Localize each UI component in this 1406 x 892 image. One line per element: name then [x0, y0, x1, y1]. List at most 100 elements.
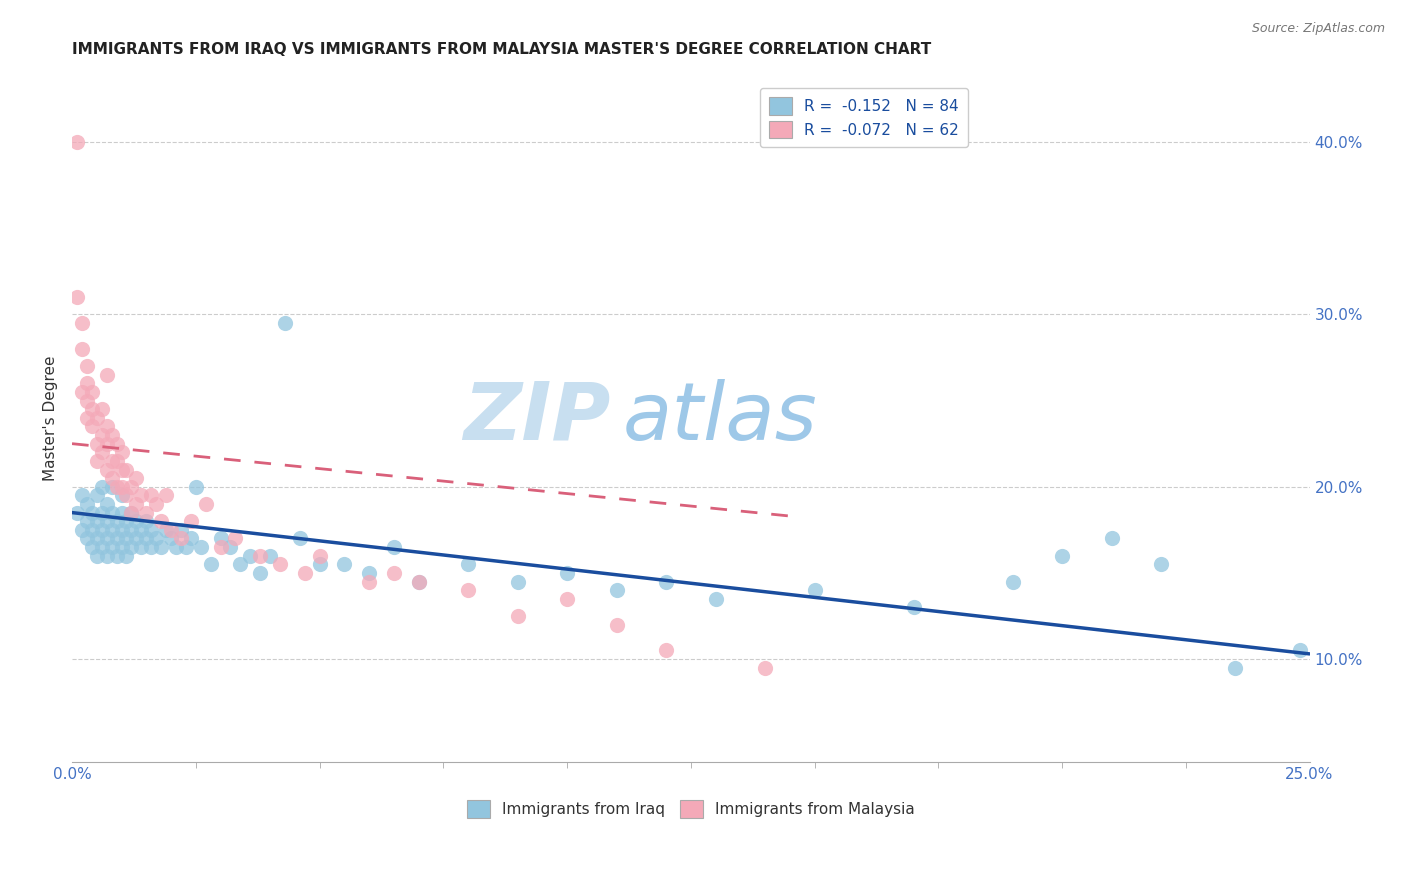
Point	[100, 540, 122, 554]
Point	[219, 540, 242, 554]
Point	[170, 532, 193, 546]
Point	[76, 393, 98, 408]
Point	[357, 574, 380, 589]
Point	[506, 609, 529, 624]
Point	[80, 384, 103, 399]
Point	[76, 497, 98, 511]
Text: ZIP: ZIP	[463, 379, 610, 457]
Point	[96, 436, 118, 450]
Point	[655, 574, 678, 589]
Point	[76, 514, 98, 528]
Point	[408, 574, 430, 589]
Point	[555, 566, 578, 580]
Point	[184, 480, 207, 494]
Point	[457, 583, 479, 598]
Point	[224, 532, 246, 546]
Point	[150, 514, 173, 528]
Point	[408, 574, 430, 589]
Point	[803, 583, 825, 598]
Point	[115, 514, 138, 528]
Point	[110, 488, 132, 502]
Point	[110, 506, 132, 520]
Text: IMMIGRANTS FROM IRAQ VS IMMIGRANTS FROM MALAYSIA MASTER'S DEGREE CORRELATION CHA: IMMIGRANTS FROM IRAQ VS IMMIGRANTS FROM …	[72, 42, 931, 57]
Point	[125, 532, 148, 546]
Point	[105, 480, 128, 494]
Point	[269, 558, 291, 572]
Point	[86, 514, 108, 528]
Point	[1150, 558, 1173, 572]
Point	[155, 523, 177, 537]
Point	[141, 540, 163, 554]
Point	[86, 532, 108, 546]
Point	[90, 480, 112, 494]
Point	[160, 523, 183, 537]
Point	[105, 549, 128, 563]
Point	[704, 591, 727, 606]
Point	[903, 600, 925, 615]
Point	[86, 488, 108, 502]
Point	[115, 549, 138, 563]
Point	[115, 488, 138, 502]
Point	[131, 523, 153, 537]
Point	[80, 402, 103, 417]
Point	[66, 290, 89, 304]
Legend: Immigrants from Iraq, Immigrants from Malaysia: Immigrants from Iraq, Immigrants from Ma…	[461, 794, 921, 823]
Text: Source: ZipAtlas.com: Source: ZipAtlas.com	[1251, 22, 1385, 36]
Point	[96, 549, 118, 563]
Point	[605, 617, 627, 632]
Point	[96, 462, 118, 476]
Point	[457, 558, 479, 572]
Point	[86, 436, 108, 450]
Point	[76, 376, 98, 391]
Point	[239, 549, 262, 563]
Point	[80, 540, 103, 554]
Point	[105, 532, 128, 546]
Point	[150, 540, 173, 554]
Point	[110, 523, 132, 537]
Y-axis label: Master's Degree: Master's Degree	[44, 355, 58, 481]
Point	[141, 488, 163, 502]
Point	[155, 488, 177, 502]
Point	[555, 591, 578, 606]
Point	[110, 445, 132, 459]
Point	[96, 419, 118, 434]
Point	[160, 532, 183, 546]
Point	[105, 436, 128, 450]
Point	[86, 549, 108, 563]
Point	[100, 523, 122, 537]
Point	[200, 558, 222, 572]
Point	[86, 410, 108, 425]
Point	[70, 316, 93, 330]
Point	[125, 471, 148, 485]
Point	[80, 419, 103, 434]
Point	[605, 583, 627, 598]
Point	[80, 523, 103, 537]
Point	[105, 514, 128, 528]
Point	[174, 540, 197, 554]
Point	[135, 506, 157, 520]
Point	[120, 523, 142, 537]
Point	[382, 566, 405, 580]
Point	[145, 532, 167, 546]
Point	[90, 428, 112, 442]
Point	[100, 506, 122, 520]
Point	[333, 558, 356, 572]
Point	[1101, 532, 1123, 546]
Point	[90, 540, 112, 554]
Point	[229, 558, 252, 572]
Point	[90, 506, 112, 520]
Point	[308, 549, 330, 563]
Point	[209, 532, 232, 546]
Point	[125, 497, 148, 511]
Point	[70, 523, 93, 537]
Point	[754, 661, 776, 675]
Point	[96, 514, 118, 528]
Point	[194, 497, 217, 511]
Point	[76, 359, 98, 373]
Point	[110, 480, 132, 494]
Point	[120, 540, 142, 554]
Point	[145, 497, 167, 511]
Point	[165, 540, 187, 554]
Point	[135, 532, 157, 546]
Point	[120, 480, 142, 494]
